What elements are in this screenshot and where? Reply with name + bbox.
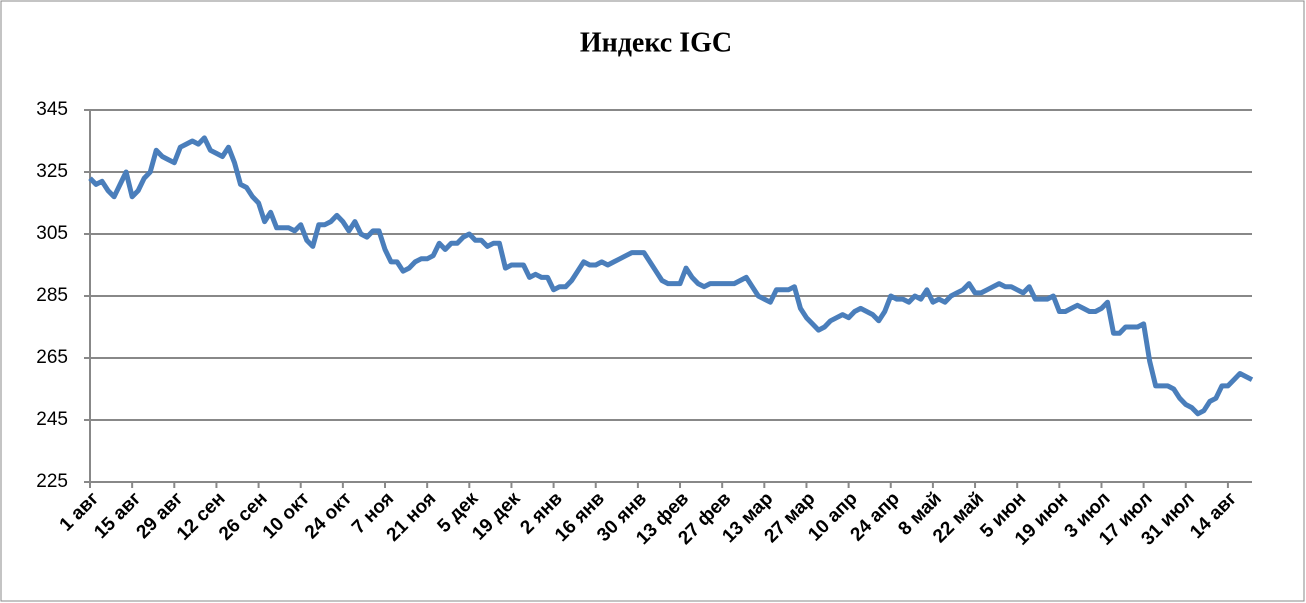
y-tick-label: 325: [36, 161, 68, 182]
y-tick-label: 305: [36, 223, 68, 244]
chart-title: Индекс IGC: [580, 27, 732, 58]
y-tick-label: 265: [36, 347, 68, 368]
y-tick-label: 245: [36, 409, 68, 430]
y-tick-label: 345: [36, 99, 68, 120]
y-tick-label: 285: [36, 285, 68, 306]
y-tick-label: 225: [36, 471, 68, 492]
data-line: [88, 135, 1254, 417]
